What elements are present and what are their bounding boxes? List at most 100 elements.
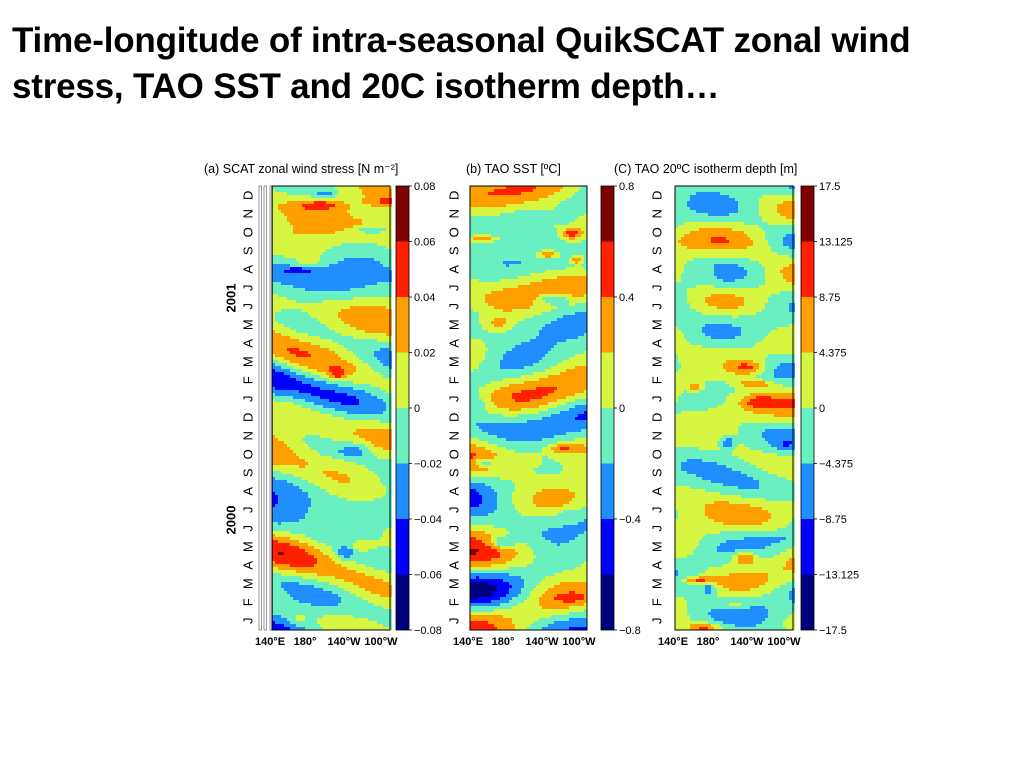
colorbar-segment xyxy=(601,574,614,630)
colorbar-segment xyxy=(396,519,409,575)
colorbar-segment xyxy=(801,463,814,519)
month-tick-label: S xyxy=(446,246,461,255)
panel-3: (C) TAO 20ºC isotherm depth [m]JFMAMJJAS… xyxy=(614,162,859,648)
month-tick-label: J xyxy=(446,303,461,310)
colorbar: 0.08 0.06 0.04 0.02 0 −0.02 −0.04 −0.06 −0.08 xyxy=(395,181,442,637)
month-tick-label: M xyxy=(446,578,461,589)
plot-frame xyxy=(271,185,391,631)
month-tick-label: J xyxy=(649,285,664,292)
month-tick-label: S xyxy=(240,246,255,255)
month-tick-label: D xyxy=(446,413,461,422)
month-tick-label: S xyxy=(240,468,255,477)
colorbar-segment xyxy=(801,519,814,575)
month-tick-label: N xyxy=(240,431,255,440)
colorbar-tick-label: 13.125 xyxy=(819,237,853,249)
colorbar-segment xyxy=(801,574,814,630)
month-tick-label: F xyxy=(240,598,255,606)
month-tick-label: A xyxy=(649,265,664,274)
colorbar-segment xyxy=(601,463,614,519)
colorbar-segment xyxy=(601,352,614,408)
colorbar-tick-label: −0.04 xyxy=(414,514,442,526)
month-tick-label: N xyxy=(240,209,255,218)
x-tick-label: 100°W xyxy=(562,636,596,648)
month-tick-label: J xyxy=(240,618,255,625)
month-tick-label: A xyxy=(649,487,664,496)
x-tick-label: 140°W xyxy=(327,636,361,648)
colorbar: 17.5 13.125 8.75 4.375 0 −4.375 −8.75 −13.125 −1… xyxy=(800,181,859,637)
month-tick-label: M xyxy=(240,578,255,589)
month-tick-label: A xyxy=(446,339,461,348)
month-tick-label: S xyxy=(446,468,461,477)
data-gap-strip xyxy=(263,185,267,631)
month-tick-label: J xyxy=(446,618,461,625)
colorbar-segment xyxy=(601,408,614,464)
month-tick-label: S xyxy=(649,246,664,255)
heatmap-field xyxy=(272,186,392,630)
colorbar-segment xyxy=(396,463,409,519)
data-gap-strip xyxy=(258,185,262,631)
slide-title: Time-longitude of intra-seasonal QuikSCA… xyxy=(12,21,911,106)
month-tick-label: N xyxy=(649,209,664,218)
month-tick-label: O xyxy=(649,449,664,459)
colorbar-tick-label: 0.02 xyxy=(414,348,435,360)
colorbar-segment xyxy=(601,519,614,575)
month-tick-label: J xyxy=(649,396,664,403)
colorbar-tick-label: −0.4 xyxy=(619,514,641,526)
colorbar-tick-label: 17.5 xyxy=(819,181,840,193)
month-tick-label: J xyxy=(240,525,255,532)
colorbar-segment xyxy=(801,241,814,297)
colorbar-segment xyxy=(396,574,409,630)
month-tick-label: A xyxy=(446,561,461,570)
month-tick-label: J xyxy=(649,507,664,514)
month-tick-label: J xyxy=(240,303,255,310)
month-tick-label: O xyxy=(446,227,461,237)
colorbar-tick-label: −0.08 xyxy=(414,625,442,637)
month-tick-label: J xyxy=(446,525,461,532)
x-tick-label: 140°W xyxy=(730,636,764,648)
colorbar-segment xyxy=(396,408,409,464)
colorbar-tick-label: 0.8 xyxy=(619,181,634,193)
month-tick-label: J xyxy=(649,303,664,310)
month-tick-label: M xyxy=(649,356,664,367)
panel-title: (C) TAO 20ºC isotherm depth [m] xyxy=(614,162,797,176)
month-tick-label: J xyxy=(446,285,461,292)
month-tick-label: A xyxy=(240,561,255,570)
x-tick-label: 100°W xyxy=(767,636,801,648)
panel-2: (b) TAO SST [ºC]JFMAMJJASONDJFMAMJJASOND… xyxy=(446,162,640,648)
colorbar-tick-label: 0 xyxy=(619,403,625,415)
month-tick-label: M xyxy=(649,541,664,552)
colorbar-tick-label: 0 xyxy=(414,403,420,415)
month-tick-label: M xyxy=(240,319,255,330)
month-tick-label: D xyxy=(446,191,461,200)
colorbar-segment xyxy=(396,352,409,408)
plot-frame xyxy=(469,185,588,631)
x-tick-label: 180° xyxy=(697,636,720,648)
colorbar-tick-label: 0.4 xyxy=(619,292,634,304)
year-label: 2000 xyxy=(223,506,238,535)
colorbar-segment xyxy=(801,408,814,464)
month-tick-label: A xyxy=(446,265,461,274)
month-tick-label: A xyxy=(649,561,664,570)
colorbar-tick-label: −17.5 xyxy=(819,625,847,637)
month-tick-label: M xyxy=(446,319,461,330)
x-tick-label: 140°E xyxy=(658,636,688,648)
month-tick-label: N xyxy=(446,209,461,218)
month-tick-label: O xyxy=(240,227,255,237)
month-tick-label: M xyxy=(240,541,255,552)
month-tick-label: D xyxy=(649,191,664,200)
month-tick-label: N xyxy=(649,431,664,440)
colorbar-segment xyxy=(801,186,814,242)
month-tick-label: F xyxy=(446,376,461,384)
month-tick-label: J xyxy=(240,507,255,514)
colorbar-segment xyxy=(396,241,409,297)
x-tick-label: 100°W xyxy=(364,636,398,648)
month-tick-label: M xyxy=(240,356,255,367)
month-tick-label: F xyxy=(649,376,664,384)
x-tick-label: 180° xyxy=(294,636,317,648)
month-tick-label: F xyxy=(240,376,255,384)
month-tick-label: A xyxy=(240,339,255,348)
month-tick-label: S xyxy=(649,468,664,477)
colorbar-tick-label: −0.8 xyxy=(619,625,641,637)
colorbar-tick-label: −8.75 xyxy=(819,514,847,526)
